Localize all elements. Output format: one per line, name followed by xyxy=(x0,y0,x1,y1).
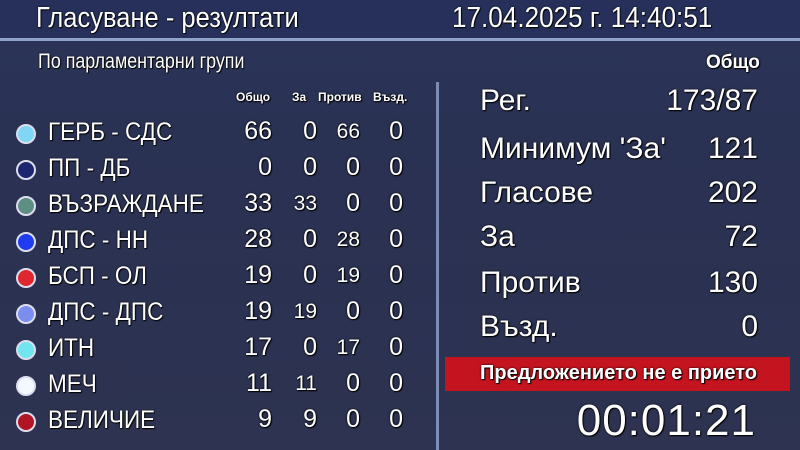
group-against: 0 xyxy=(346,297,360,325)
group-name: ПП - ДБ xyxy=(48,154,131,182)
group-abstain: 0 xyxy=(389,333,403,361)
group-color-dot-icon xyxy=(16,124,36,144)
group-name: МЕЧ xyxy=(48,370,97,398)
group-against: 0 xyxy=(346,189,360,217)
stat-value: 0 xyxy=(741,310,758,343)
group-abstain: 0 xyxy=(389,117,403,145)
group-color-dot-icon xyxy=(16,268,36,288)
group-against: 28 xyxy=(336,228,360,251)
group-against: 19 xyxy=(336,264,360,287)
group-for: 0 xyxy=(303,225,317,253)
group-abstain: 0 xyxy=(389,225,403,253)
group-for: 9 xyxy=(303,405,317,433)
group-total: 17 xyxy=(244,333,272,361)
stat-value: 72 xyxy=(724,220,758,253)
group-abstain: 0 xyxy=(389,153,403,181)
group-for: 0 xyxy=(303,261,317,289)
group-total: 9 xyxy=(258,405,272,433)
status-text: Предложението не е прието xyxy=(480,362,758,384)
stat-label: Гласове xyxy=(480,176,594,209)
group-for: 0 xyxy=(303,117,317,145)
group-for: 0 xyxy=(303,153,317,181)
group-name: БСП - ОЛ xyxy=(48,262,147,290)
group-total: 11 xyxy=(246,369,272,397)
col-abstain: Възд. xyxy=(373,90,408,104)
col-for: За xyxy=(292,90,307,104)
group-for: 11 xyxy=(295,372,317,395)
group-color-dot-icon xyxy=(16,160,36,180)
section-title: По парламентарни групи xyxy=(38,50,245,73)
group-against: 66 xyxy=(336,120,360,143)
group-total: 66 xyxy=(244,117,272,145)
group-row: МЕЧ 11 11 0 0 xyxy=(0,367,430,403)
stat-label: Възд. xyxy=(480,310,558,343)
group-color-dot-icon xyxy=(16,196,36,216)
group-color-dot-icon xyxy=(16,304,36,324)
group-row: БСП - ОЛ 19 0 19 0 xyxy=(0,259,430,295)
group-for: 0 xyxy=(303,333,317,361)
header-bar xyxy=(0,0,800,41)
stat-label: Против xyxy=(480,266,581,299)
group-name: ВЕЛИЧИЕ xyxy=(48,406,156,434)
group-row: ДПС - ДПС 19 19 0 0 xyxy=(0,295,430,331)
group-name: ДПС - НН xyxy=(48,226,149,254)
group-color-dot-icon xyxy=(16,232,36,252)
timer: 00:01:21 xyxy=(576,396,756,445)
group-color-dot-icon xyxy=(16,340,36,360)
group-row: ПП - ДБ 0 0 0 0 xyxy=(0,151,430,187)
group-row: ВЪЗРАЖДАНЕ 33 33 0 0 xyxy=(0,187,430,223)
group-abstain: 0 xyxy=(389,405,403,433)
stat-label: Минимум 'За' xyxy=(480,132,666,165)
group-abstain: 0 xyxy=(389,369,403,397)
stat-label: Рег. xyxy=(480,84,531,117)
col-against: Против xyxy=(318,90,362,104)
page-title: Гласуване - резултати xyxy=(36,2,299,34)
group-row: ИТН 17 0 17 0 xyxy=(0,331,430,367)
group-against: 0 xyxy=(346,369,360,397)
stat-value: 173/87 xyxy=(666,84,758,117)
group-total: 19 xyxy=(244,297,272,325)
stat-value: 202 xyxy=(707,176,758,209)
group-against: 0 xyxy=(346,405,360,433)
group-row: ВЕЛИЧИЕ 9 9 0 0 xyxy=(0,403,430,439)
col-total: Общо xyxy=(236,90,271,104)
group-name: ВЪЗРАЖДАНЕ xyxy=(48,190,204,218)
divider xyxy=(436,82,439,450)
group-total: 0 xyxy=(258,153,272,181)
group-row: ГЕРБ - СДС 66 0 66 0 xyxy=(0,115,430,151)
stat-value: 121 xyxy=(707,132,758,165)
totals-heading: Общо xyxy=(706,52,760,73)
group-row: ДПС - НН 28 0 28 0 xyxy=(0,223,430,259)
group-total: 28 xyxy=(244,225,272,253)
group-total: 19 xyxy=(244,261,272,289)
group-abstain: 0 xyxy=(389,297,403,325)
group-color-dot-icon xyxy=(16,376,36,396)
status-banner xyxy=(445,357,790,391)
datetime: 17.04.2025 г. 14:40:51 xyxy=(452,2,713,34)
group-abstain: 0 xyxy=(389,261,403,289)
group-abstain: 0 xyxy=(389,189,403,217)
group-against: 17 xyxy=(336,336,360,359)
group-name: ИТН xyxy=(48,334,95,362)
group-for: 33 xyxy=(293,192,317,215)
stat-label: За xyxy=(480,220,515,253)
group-name: ГЕРБ - СДС xyxy=(48,118,173,146)
stat-value: 130 xyxy=(707,266,758,299)
group-for: 19 xyxy=(293,300,317,323)
group-against: 0 xyxy=(346,153,360,181)
group-name: ДПС - ДПС xyxy=(48,298,164,326)
group-total: 33 xyxy=(244,189,272,217)
group-color-dot-icon xyxy=(16,412,36,432)
